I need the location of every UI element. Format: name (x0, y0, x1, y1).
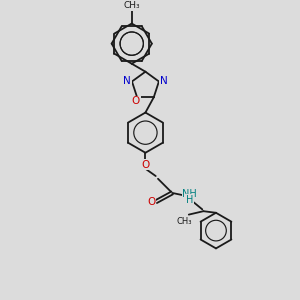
Text: O: O (147, 196, 155, 207)
Text: CH₃: CH₃ (123, 2, 140, 10)
Text: N: N (160, 76, 168, 86)
Text: CH₃: CH₃ (177, 217, 193, 226)
Text: O: O (141, 160, 150, 170)
Text: O: O (132, 96, 140, 106)
Text: H: H (186, 195, 194, 205)
Text: N: N (123, 76, 131, 86)
Text: NH: NH (182, 189, 197, 199)
